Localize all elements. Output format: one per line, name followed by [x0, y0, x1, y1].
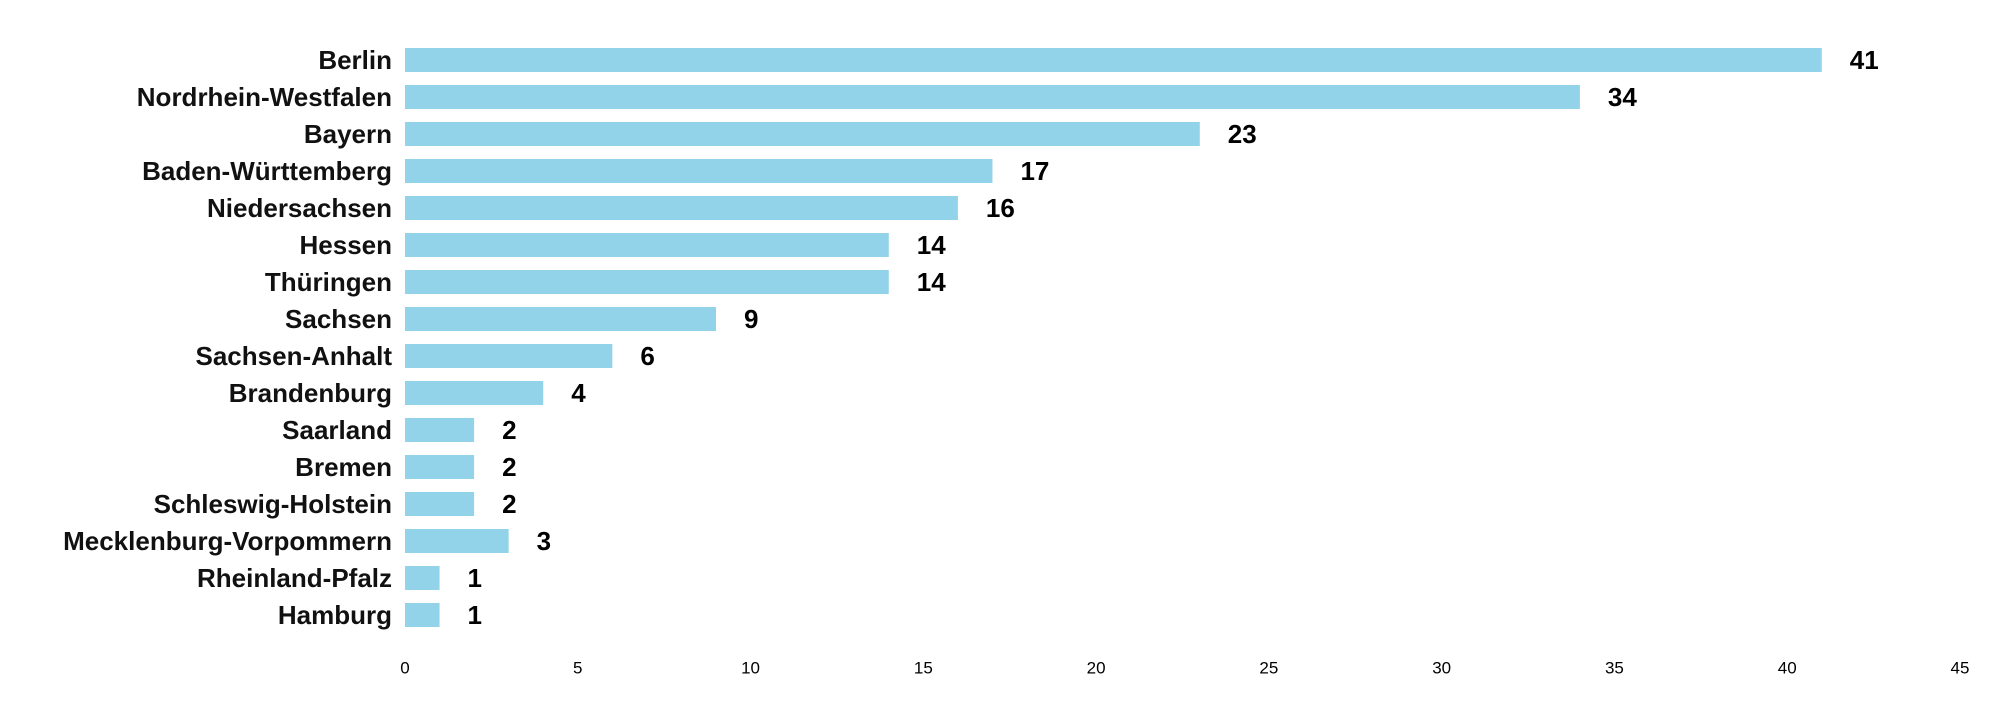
category-label-baden-w-rttemberg: Baden-Württemberg	[142, 156, 392, 186]
value-label-hessen: 14	[917, 230, 946, 260]
bar-bayern	[405, 122, 1200, 146]
value-label-mecklenburg-vorpommern: 3	[537, 526, 551, 556]
bar-sachsen-anhalt	[405, 344, 613, 368]
value-label-niedersachsen: 16	[986, 193, 1015, 223]
category-label-th-ringen: Thüringen	[265, 267, 392, 297]
bar-bremen	[405, 455, 475, 479]
bar-baden-w-rttemberg	[405, 159, 993, 183]
x-tick-label-40: 40	[1778, 659, 1797, 678]
bar-rheinland-pfalz	[405, 566, 440, 590]
bar-niedersachsen	[405, 196, 958, 220]
bar-hamburg	[405, 603, 440, 627]
value-label-schleswig-holstein: 2	[502, 489, 516, 519]
bar-mecklenburg-vorpommern	[405, 529, 509, 553]
value-label-brandenburg: 4	[571, 378, 586, 408]
x-tick-label-35: 35	[1605, 659, 1624, 678]
x-tick-label-25: 25	[1259, 659, 1278, 678]
x-tick-label-15: 15	[914, 659, 933, 678]
bar-th-ringen	[405, 270, 889, 294]
value-label-saarland: 2	[502, 415, 516, 445]
x-tick-label-30: 30	[1432, 659, 1451, 678]
x-tick-label-10: 10	[741, 659, 760, 678]
bar-berlin	[405, 48, 1822, 72]
x-tick-label-5: 5	[573, 659, 582, 678]
value-label-berlin: 41	[1850, 45, 1879, 75]
value-label-th-ringen: 14	[917, 267, 946, 297]
category-label-sachsen: Sachsen	[285, 304, 392, 334]
x-axis-ticks-group: 0 5 10 15 20 25 30 35 40 45	[400, 659, 1969, 678]
category-labels-group: Berlin Nordrhein-Westfalen Bayern Baden-Wür…	[63, 45, 392, 630]
value-label-bremen: 2	[502, 452, 516, 482]
category-label-hamburg: Hamburg	[278, 600, 392, 630]
bar-saarland	[405, 418, 475, 442]
category-label-hessen: Hessen	[300, 230, 393, 260]
value-label-baden-w-rttemberg: 17	[1020, 156, 1049, 186]
bar-sachsen	[405, 307, 716, 331]
category-label-brandenburg: Brandenburg	[229, 378, 392, 408]
value-label-hamburg: 1	[468, 600, 482, 630]
bars-group	[405, 48, 1822, 627]
value-label-sachsen-anhalt: 6	[640, 341, 654, 371]
bar-schleswig-holstein	[405, 492, 475, 516]
category-label-saarland: Saarland	[282, 415, 392, 445]
value-label-bayern: 23	[1228, 119, 1257, 149]
category-label-rheinland-pfalz: Rheinland-Pfalz	[197, 563, 392, 593]
category-label-berlin: Berlin	[318, 45, 392, 75]
category-label-niedersachsen: Niedersachsen	[207, 193, 392, 223]
x-tick-label-0: 0	[400, 659, 409, 678]
x-tick-label-20: 20	[1087, 659, 1106, 678]
bar-nordrhein-westfalen	[405, 85, 1580, 109]
category-label-bayern: Bayern	[304, 119, 392, 149]
category-label-mecklenburg-vorpommern: Mecklenburg-Vorpommern	[63, 526, 392, 556]
value-label-rheinland-pfalz: 1	[468, 563, 482, 593]
bar-hessen	[405, 233, 889, 257]
value-label-sachsen: 9	[744, 304, 758, 334]
category-label-schleswig-holstein: Schleswig-Holstein	[154, 489, 392, 519]
category-label-nordrhein-westfalen: Nordrhein-Westfalen	[137, 82, 392, 112]
category-label-bremen: Bremen	[295, 452, 392, 482]
value-label-nordrhein-westfalen: 34	[1608, 82, 1637, 112]
category-label-sachsen-anhalt: Sachsen-Anhalt	[196, 341, 393, 371]
x-tick-label-45: 45	[1951, 659, 1970, 678]
bar-brandenburg	[405, 381, 544, 405]
